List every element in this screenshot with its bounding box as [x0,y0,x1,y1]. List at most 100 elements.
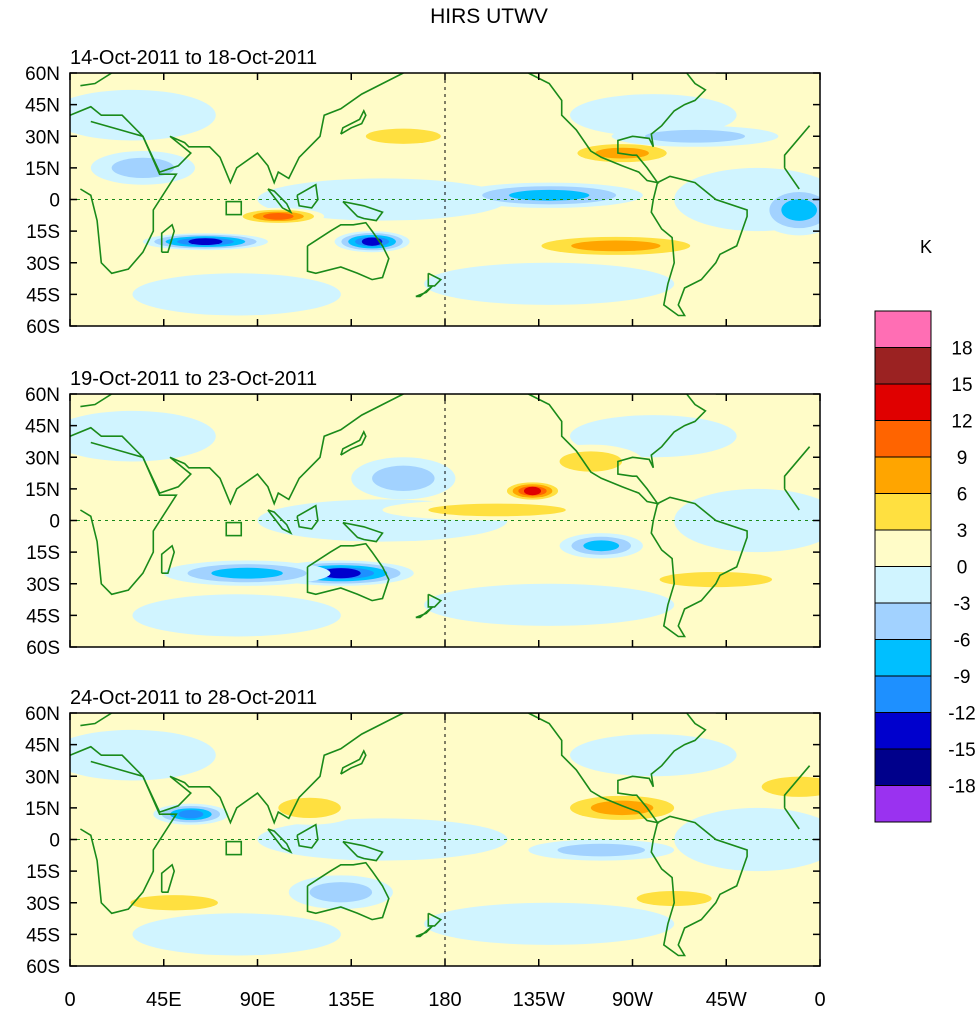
colorbar-label: 18 [951,339,972,360]
field-contour [130,895,218,911]
lon-label: 90E [240,989,276,1011]
lat-label: 30N [25,448,60,469]
coastline [342,840,384,862]
coastline [160,863,176,893]
colorbar-label: -6 [954,631,971,652]
coastline [306,542,390,602]
field-contour [372,465,435,491]
colorbar-swatch [874,712,932,750]
field-contour [570,94,737,137]
lat-label: 15S [26,222,60,243]
lat-label: 45S [26,285,60,306]
field-contour [424,262,675,305]
field-contour [278,797,341,818]
field-contour [570,734,737,777]
colorbar-swatch [874,310,932,348]
lat-label: 15N [25,480,60,501]
field-contour [309,882,373,903]
field-contour [424,583,675,626]
coastline [650,175,748,317]
panel-label: 14-Oct-2011 to 18-Oct-2011 [70,47,317,69]
field-contour [320,568,361,579]
lat-label: 30S [26,894,60,915]
lat-label: 30N [25,767,60,788]
colorbar: K 18 15 12 9 6 3 0 -3 -6 -9 -12 -15 -18 [874,237,976,823]
colorbar-swatch [874,602,932,640]
colorbar-label: -3 [954,594,971,615]
coastline [650,815,748,957]
colorbar-swatch [874,675,932,713]
colorbar-swatch [874,456,932,494]
lon-label: 0 [64,989,75,1011]
colorbar-swatch [874,493,932,531]
field-contour [583,540,620,552]
field-contour [263,212,294,220]
lat-label: 30N [25,127,60,148]
field-contour [211,567,283,579]
coastline [340,109,367,135]
coastline [296,823,319,849]
colorbar-swatch [874,566,932,604]
figure-title: HIRS UTWV [430,5,548,28]
panel-label: 19-Oct-2011 to 23-Oct-2011 [70,368,317,390]
coastline [470,73,707,184]
lat-label: 45N [25,736,60,757]
coastline [160,544,176,574]
marker-box [225,200,243,216]
coastline [296,504,319,530]
coastline [415,285,434,298]
colorbar-label: 9 [957,448,968,469]
colorbar-label: 15 [951,375,972,396]
colorbar-swatch [874,383,932,421]
marker-box [225,521,243,537]
coastline [470,713,707,824]
coastline [415,606,434,619]
lon-label: 90W [612,989,653,1011]
coastline [427,272,443,287]
field-contour [70,410,216,462]
colorbar-label: 6 [957,485,968,506]
colorbar-label: -9 [954,667,971,688]
marker-box [225,840,243,856]
field-contour [761,776,820,797]
field-contour [178,809,204,819]
field-contour [365,128,441,144]
coastline [267,509,293,535]
lat-label: 0 [49,191,60,212]
colorbar-label: 0 [957,558,968,579]
field-contour [424,902,675,945]
lat-label: 60N [25,64,60,85]
lon-label: 180 [428,989,461,1011]
field-contour [559,451,623,472]
panels: 60N 45N 30N 15N 0 15S 30S 45S 60S 14-Oct-2011 to … [25,47,825,1011]
field-contour [132,594,341,637]
lat-label: 60S [26,957,60,978]
colorbar-label: 12 [951,412,972,433]
coastline [340,430,367,456]
field-contour [132,913,341,956]
map-panel-3: 60N 45N 30N 15N 0 15S 30S 45S 60S 24-Oct-2011 to … [25,687,821,978]
lon-label: 45W [706,989,747,1011]
coastline [650,496,748,638]
field-contour [659,571,773,588]
coastline [470,394,707,505]
coastline [306,861,390,921]
lat-label: 0 [49,512,60,533]
colorbar-swatch [874,529,932,567]
lat-label: 45N [25,417,60,438]
colorbar-swatch [874,785,932,823]
coastline [427,912,443,927]
colorbar-label: -18 [948,777,975,798]
colorbar-swatch [874,639,932,677]
coastline [79,120,811,275]
field-contour [257,178,508,221]
field-contour [557,843,645,857]
lat-label: 45S [26,925,60,946]
coastline [267,828,293,854]
lat-label: 60N [25,704,60,725]
coastline [79,441,811,596]
lat-label: 30S [26,575,60,596]
map-panel-1: 60N 45N 30N 15N 0 15S 30S 45S 60S 14-Oct-2011 to … [25,47,821,338]
coastline [342,521,384,543]
